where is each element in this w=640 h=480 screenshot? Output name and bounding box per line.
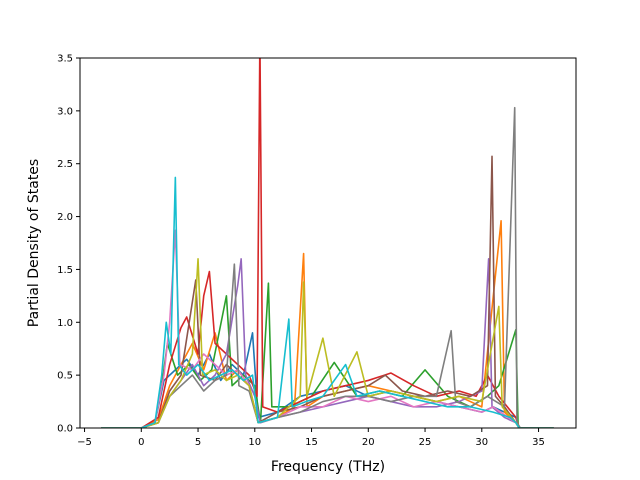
x-tick-label: 30	[475, 437, 488, 448]
y-axis: 0.0 0.5 1.0 1.5 2.0 2.5 3.0 3.5	[57, 54, 80, 435]
x-tick-label: 5	[195, 437, 201, 448]
x-axis-label: Frequency (THz)	[271, 459, 385, 475]
x-tick-label: 0	[138, 437, 144, 448]
x-axis: −5 0 5 10 15 20 25 30 35	[77, 428, 545, 448]
y-tick-label: 2.5	[57, 159, 73, 170]
x-tick-label: 10	[248, 437, 261, 448]
x-tick-label: 25	[419, 437, 432, 448]
plot-frame	[79, 57, 577, 429]
y-tick-label: 2.0	[57, 212, 73, 223]
x-tick-label: −5	[77, 437, 92, 448]
series-line-8	[100, 106, 555, 428]
x-tick-label: 35	[532, 437, 545, 448]
series-line-10	[100, 176, 555, 428]
series-line-4	[100, 58, 555, 428]
x-tick-label: 15	[305, 437, 318, 448]
y-tick-label: 3.0	[57, 106, 73, 117]
x-tick-label: 20	[362, 437, 375, 448]
y-tick-label: 3.5	[57, 54, 73, 65]
y-tick-label: 1.0	[57, 318, 73, 329]
series-line-9	[100, 258, 555, 428]
y-axis-label: Partial Density of States	[26, 159, 42, 327]
series-group	[100, 58, 555, 428]
y-tick-label: 0.5	[57, 371, 73, 382]
y-tick-label: 0.0	[57, 424, 73, 435]
y-tick-label: 1.5	[57, 265, 73, 276]
